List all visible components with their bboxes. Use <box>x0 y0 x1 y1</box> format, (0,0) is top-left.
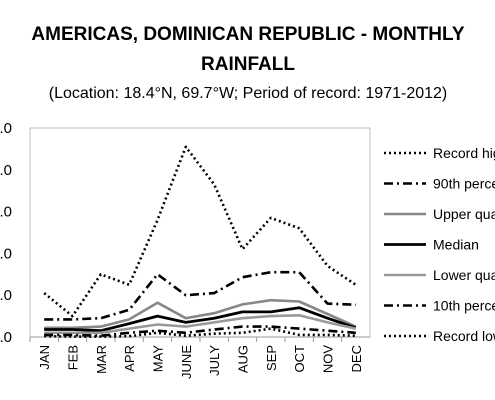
x-tick-label: APR <box>122 345 137 372</box>
y-tick-label: 400.0 <box>0 162 12 179</box>
y-tick-label: 500.0 <box>0 120 12 137</box>
x-axis: JAN FEB MAR APR MAY JUNE JULY AUG SEP OCT NOV DEC <box>29 337 364 379</box>
x-tick-label: AUG <box>236 345 251 373</box>
series-line-0 <box>43 145 357 318</box>
legend-label: Median <box>433 237 479 253</box>
x-tick-label: MAR <box>94 345 109 374</box>
x-tick-label: DEC <box>349 345 364 372</box>
legend-label: 10th percentile <box>433 298 495 314</box>
legend-label: Upper quartile <box>433 206 495 222</box>
x-tick-label: MAY <box>151 345 166 373</box>
series-line-3 <box>44 306 357 333</box>
series-line-1 <box>44 270 356 321</box>
legend-label: Record high <box>433 145 495 161</box>
x-tick-label: SEP <box>264 345 279 371</box>
series-line-6 <box>44 327 356 338</box>
x-tick-label: JUNE <box>179 345 194 379</box>
legend-label: Lower quartile <box>433 267 495 283</box>
plot-area <box>29 127 371 338</box>
y-tick-label: .0 <box>0 329 12 346</box>
legend-label: 90th percentile <box>433 176 495 192</box>
y-tick-label: 200.0 <box>0 245 12 262</box>
series-line-2 <box>44 298 357 330</box>
y-tick-label: 100.0 <box>0 287 12 304</box>
chart-subtitle: (Location: 18.4°N, 69.7°W; Period of rec… <box>49 85 448 102</box>
y-axis: .0 100.0 200.0 300.0 400.0 500.0 <box>0 120 12 346</box>
legend-label: Record low <box>433 328 495 344</box>
x-tick-label: NOV <box>321 345 336 374</box>
x-tick-label: OCT <box>292 345 307 373</box>
x-tick-label: JULY <box>207 345 222 376</box>
legend: Record high 90th percentile Upper quartile… <box>384 145 495 344</box>
series-group <box>43 145 357 338</box>
x-tick-label: FEB <box>66 345 81 370</box>
plot-border <box>29 127 371 338</box>
y-tick-label: 300.0 <box>0 204 12 221</box>
x-tick-label: JAN <box>37 345 52 370</box>
chart-title-line2: RAINFALL <box>201 54 295 75</box>
chart-title: AMERICAS, DOMINICAN REPUBLIC - MONTHLY <box>31 24 464 45</box>
series-line-4 <box>44 313 357 335</box>
